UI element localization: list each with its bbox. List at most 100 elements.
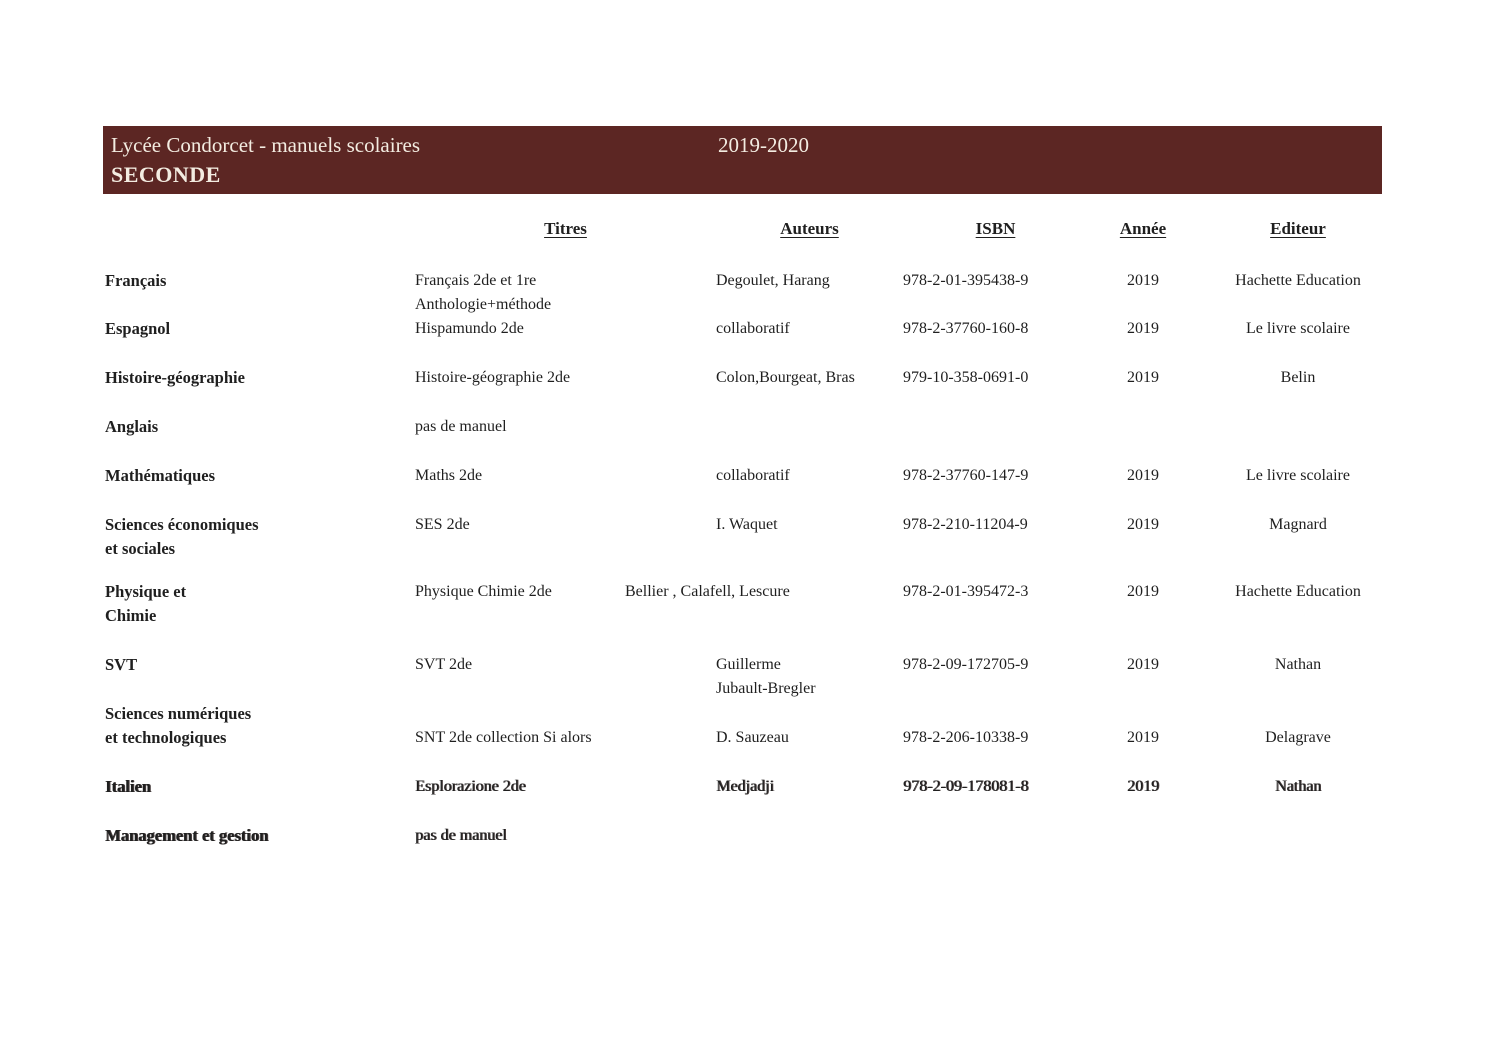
column-header-editeur: Editeur xyxy=(1270,219,1326,238)
books-table: Titres Auteurs ISBN Année Editeur França… xyxy=(103,217,1497,873)
cell-editeur xyxy=(1198,824,1398,848)
cell-titre: Hispamundo 2de xyxy=(415,317,716,341)
editeur-text: Le livre scolaire xyxy=(1246,320,1350,337)
titre-text: Maths 2de xyxy=(415,467,483,484)
cell-editeur: Hachette Education xyxy=(1198,580,1398,604)
cell-titre: SVT 2de xyxy=(415,653,716,677)
table-header-row: Titres Auteurs ISBN Année Editeur xyxy=(103,217,1497,241)
cell-isbn: 978-2-09-172705-9 xyxy=(903,653,1088,677)
school-year: 2019-2020 xyxy=(718,133,809,157)
banner-title-row: Lycée Condorcet - manuels scolaires 2019… xyxy=(111,129,1382,161)
editeur-text: Nathan xyxy=(1274,778,1322,795)
cell-subject: Français xyxy=(103,269,415,293)
cell-annee: 2019 xyxy=(1088,653,1198,677)
table-row: Français Français 2de et 1re Anthologie+mé… xyxy=(103,269,1497,317)
isbn-text: 978-2-37760-147-9 xyxy=(903,467,1029,484)
table-row: Italien Esplorazione 2de Medjadji 978-2-09-… xyxy=(103,775,1497,799)
auteurs-text: Colon,Bourgeat, Bras xyxy=(716,369,855,386)
auteurs-text: D. Sauzeau xyxy=(716,729,789,746)
table-body: Français Français 2de et 1re Anthologie+mé… xyxy=(103,269,1497,848)
cell-subject: Mathématiques xyxy=(103,464,415,488)
cell-editeur: Belin xyxy=(1198,366,1398,390)
auteurs-text: Medjadji xyxy=(716,778,774,795)
auteurs-text: Bellier , Calafell, Lescure xyxy=(625,583,790,600)
titre-text: pas de manuel xyxy=(415,418,507,435)
cell-titre: pas de manuel xyxy=(415,415,716,439)
subject-text: Mathématiques xyxy=(105,466,215,485)
auteurs-text: Degoulet, Harang xyxy=(716,272,830,289)
table-row: SVT SVT 2de Guillerme Jubault-Bregler 978-2-… xyxy=(103,653,1497,701)
editeur-text: Hachette Education xyxy=(1235,272,1361,289)
table-row: Sciences économiques et sociales SES 2de I.… xyxy=(103,513,1497,561)
subject-text: Italien xyxy=(105,777,151,796)
cell-annee: 2019 xyxy=(1088,317,1198,341)
auteurs-text: I. Waquet xyxy=(716,516,778,533)
cell-titre: SES 2de xyxy=(415,513,716,537)
titre-text: Physique Chimie 2de xyxy=(415,583,552,600)
cell-titre: Physique Chimie 2de xyxy=(415,580,716,604)
cell-isbn: 978-2-206-10338-9 xyxy=(903,726,1088,750)
grade-level: SECONDE xyxy=(111,162,221,187)
cell-titre: pas de manuel xyxy=(415,824,716,848)
table-row: Management et gestion pas de manuel xyxy=(103,824,1497,848)
subject-text: et technologiques xyxy=(105,728,227,747)
cell-annee: 2019 xyxy=(1088,513,1198,537)
annee-text: 2019 xyxy=(1127,369,1159,386)
isbn-text: 978-2-37760-160-8 xyxy=(903,320,1029,337)
cell-auteurs: D. Sauzeau xyxy=(716,726,903,750)
titre-text: Français 2de et 1re xyxy=(415,272,537,289)
isbn-text: 978-2-09-172705-9 xyxy=(903,656,1029,673)
cell-editeur: Magnard xyxy=(1198,513,1398,537)
editeur-text: Hachette Education xyxy=(1235,583,1361,600)
cell-isbn: 979-10-358-0691-0 xyxy=(903,366,1088,390)
titre-text: SVT 2de xyxy=(415,656,473,673)
cell-annee: 2019 xyxy=(1088,775,1198,799)
cell-subject: Management et gestion xyxy=(103,824,415,848)
auteurs-text: Guillerme xyxy=(716,656,781,673)
column-header-titres: Titres xyxy=(544,219,587,238)
titre-text: pas de manuel xyxy=(415,827,507,844)
cell-auteurs xyxy=(716,415,903,439)
titre-text: Hispamundo 2de xyxy=(415,320,524,337)
editeur-text: Nathan xyxy=(1274,656,1322,673)
subject-text: Espagnol xyxy=(105,319,171,338)
isbn-text: 978-2-210-11204-9 xyxy=(903,516,1028,533)
table-row: Anglais pas de manuel xyxy=(103,415,1497,439)
annee-text: 2019 xyxy=(1127,656,1159,673)
cell-titre: Français 2de et 1re Anthologie+méthode xyxy=(415,269,716,317)
isbn-text: 979-10-358-0691-0 xyxy=(903,369,1029,386)
cell-auteurs: Degoulet, Harang xyxy=(716,269,903,293)
cell-auteurs: Guillerme Jubault-Bregler xyxy=(716,653,903,701)
annee-text: 2019 xyxy=(1127,272,1159,289)
cell-titre: Histoire-géographie 2de xyxy=(415,366,716,390)
cell-subject: Sciences numériques et technologiques xyxy=(103,702,415,750)
cell-annee: 2019 xyxy=(1088,580,1198,604)
annee-text: 2019 xyxy=(1127,729,1159,746)
cell-auteurs: I. Waquet xyxy=(716,513,903,537)
cell-auteurs xyxy=(716,824,903,848)
table-row: Histoire-géographie Histoire-géographie 2… xyxy=(103,366,1497,390)
subject-text: Histoire-géographie xyxy=(105,368,245,387)
cell-annee xyxy=(1088,415,1198,439)
titre-text: SNT 2de collection Si alors xyxy=(415,729,592,746)
cell-isbn: 978-2-210-11204-9 xyxy=(903,513,1088,537)
table-row: Espagnol Hispamundo 2de collaboratif 978-2-… xyxy=(103,317,1497,341)
cell-subject: Anglais xyxy=(103,415,415,439)
cell-annee: 2019 xyxy=(1088,464,1198,488)
auteurs-text: collaboratif xyxy=(716,320,790,337)
cell-titre: Esplorazione 2de xyxy=(415,775,716,799)
cell-isbn xyxy=(903,415,1088,439)
subject-text: Management et gestion xyxy=(105,826,269,845)
cell-titre: SNT 2de collection Si alors xyxy=(415,726,716,750)
column-header-isbn: ISBN xyxy=(975,219,1016,238)
annee-text: 2019 xyxy=(1127,778,1159,795)
cell-editeur: Le livre scolaire xyxy=(1198,464,1398,488)
subject-text: Anglais xyxy=(105,417,159,436)
table-row: Sciences numériques et technologiques SNT … xyxy=(103,702,1497,750)
cell-annee: 2019 xyxy=(1088,269,1198,293)
annee-text: 2019 xyxy=(1127,467,1159,484)
column-header-auteurs: Auteurs xyxy=(780,219,839,238)
table-row: Physique et Chimie Physique Chimie 2de Bell… xyxy=(103,580,1497,628)
cell-subject: Physique et Chimie xyxy=(103,580,415,628)
